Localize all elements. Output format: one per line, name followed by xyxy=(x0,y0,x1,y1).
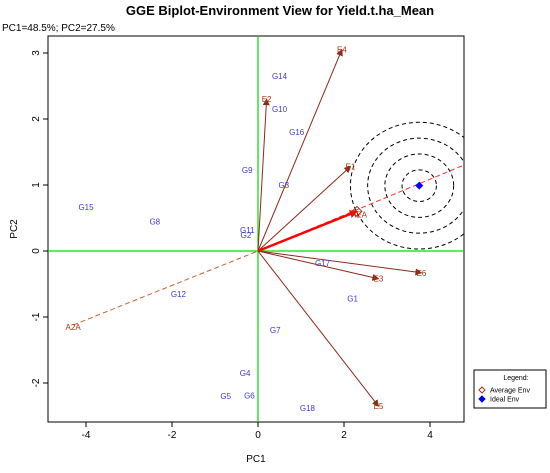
genotype-label: G17 xyxy=(315,259,331,268)
y-tick-label: 3 xyxy=(31,50,42,56)
environment-label: E1 xyxy=(346,163,356,172)
ideal-circle-4 xyxy=(349,121,464,250)
genotype-label: G10 xyxy=(272,105,288,114)
x-tick-label: 2 xyxy=(341,430,347,441)
genotype-label: G9 xyxy=(242,166,253,175)
legend-box xyxy=(473,369,547,409)
legend-average-icon xyxy=(478,386,486,394)
axis-ticks: -4 -2 0 2 4 -2 -1 0 1 2 3 xyxy=(31,50,433,441)
y-axis-title: PC2 xyxy=(9,219,20,239)
env-vector-e4 xyxy=(257,48,343,252)
genotype-label: G11 xyxy=(240,226,255,235)
env-vector-e5 xyxy=(257,250,380,407)
legend: Legend: Average Env Ideal Env xyxy=(473,369,547,409)
ideal-env-marker xyxy=(415,181,424,190)
env-vector-e1 xyxy=(257,165,352,252)
genotype-label: G15 xyxy=(78,203,94,212)
genotype-label: G4 xyxy=(240,369,251,378)
legend-ideal-icon xyxy=(478,395,486,403)
environment-label: E6 xyxy=(417,269,427,278)
chart-title: GGE Biplot-Environment View for Yield.t.… xyxy=(126,3,434,18)
y-tick-label: 2 xyxy=(31,116,42,122)
average-env-label: AEA xyxy=(351,210,368,219)
x-tick-label: 4 xyxy=(427,430,433,441)
legend-item-label: Average Env xyxy=(490,388,530,395)
environment-vectors xyxy=(72,48,464,407)
concentric-circles xyxy=(349,121,464,250)
env-vector-e3 xyxy=(257,250,380,281)
env-vector-e6 xyxy=(257,250,423,276)
x-tick-label: -2 xyxy=(168,430,177,441)
genotype-label: G2 xyxy=(241,231,252,240)
legend-item-label: Ideal Env xyxy=(490,397,520,404)
environment-label: E3 xyxy=(374,275,384,284)
reference-lines xyxy=(48,36,464,422)
plot-area xyxy=(47,35,465,423)
env-vector-e2 xyxy=(257,98,270,252)
average-env-marker xyxy=(351,205,363,218)
y-tick-label: -2 xyxy=(31,378,42,387)
biplot-points: G1 G2 G3 G4 G5 G6 G7 G8 G9 G10 G11 G12 G14 G15 G16 G17 G… xyxy=(66,46,427,413)
plot-border xyxy=(47,35,465,423)
genotype-label: G5 xyxy=(220,392,231,401)
x-tick-label: 0 xyxy=(255,430,261,441)
y-tick-label: 0 xyxy=(31,248,42,254)
environment-label: E2 xyxy=(262,95,272,104)
environment-label: E4 xyxy=(337,46,347,55)
environment-label: E5 xyxy=(374,402,384,411)
genotype-label: G1 xyxy=(347,295,358,304)
aea-dashed-line-right xyxy=(257,164,464,252)
genotype-label: G6 xyxy=(244,392,255,401)
genotype-label: G16 xyxy=(289,128,305,137)
aea-dashed-line-left xyxy=(72,250,259,326)
y-tick-label: 1 xyxy=(31,182,42,188)
ideal-circle-1 xyxy=(401,169,437,203)
ideal-circle-3 xyxy=(367,137,464,234)
environment-label: A2A xyxy=(66,323,82,332)
genotype-label: G18 xyxy=(300,404,316,413)
genotype-label: G3 xyxy=(278,181,289,190)
genotype-label: G7 xyxy=(270,326,281,335)
chart-subtitle: PC1=48.5%; PC2=27.5% xyxy=(2,23,115,34)
genotype-label: G14 xyxy=(272,72,288,81)
genotype-label: G8 xyxy=(149,217,160,226)
x-axis-title: PC1 xyxy=(246,454,266,465)
aea-arrow xyxy=(257,210,358,253)
ideal-circle-2 xyxy=(384,153,455,218)
x-tick-label: -4 xyxy=(82,430,91,441)
legend-title: Legend: xyxy=(503,375,528,382)
y-tick-label: -1 xyxy=(31,312,42,321)
genotype-label: G12 xyxy=(171,290,187,299)
